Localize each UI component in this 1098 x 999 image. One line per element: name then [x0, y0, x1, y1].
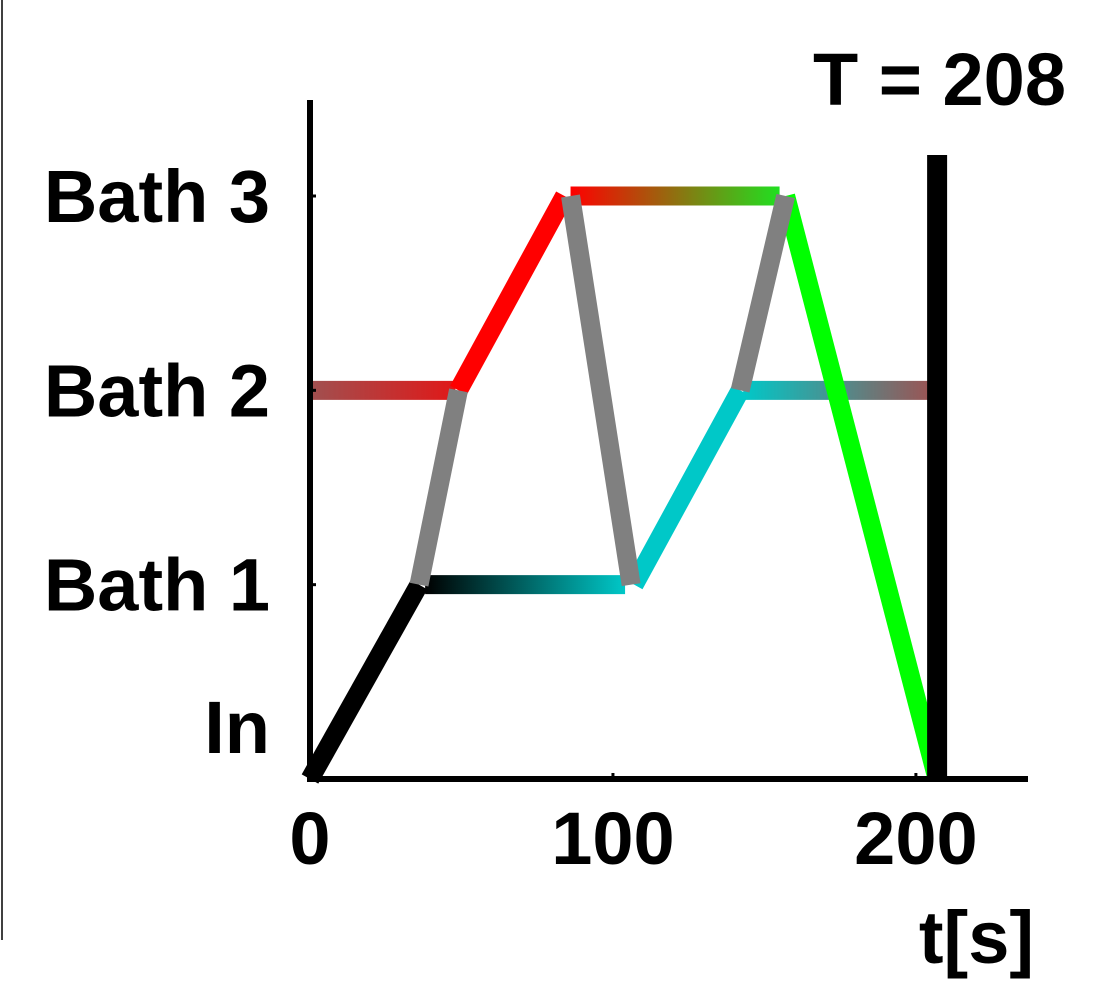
series-segment [450, 191, 573, 395]
series-segment [409, 388, 468, 587]
x-tick-label: 0 [289, 797, 330, 880]
series-segment [730, 193, 795, 393]
x-axis-label: t[s] [919, 896, 1034, 979]
axis-ticks: 0 100 200 In Bath 1 Bath 2 Bath 3 [44, 155, 978, 880]
series-segments [301, 186, 947, 784]
chart-title: T = 208 [813, 38, 1066, 121]
series-segment [776, 193, 947, 782]
series-segment [301, 580, 428, 784]
y-tick-label: Bath 3 [44, 155, 270, 238]
series-segment [625, 385, 749, 590]
y-tick-label: In [204, 686, 270, 769]
y-tick-label: Bath 1 [44, 544, 270, 627]
x-tick-label: 100 [551, 797, 674, 880]
x-tick-label: 200 [854, 797, 977, 880]
series-segment [561, 194, 641, 587]
y-tick-label: Bath 2 [44, 349, 270, 432]
